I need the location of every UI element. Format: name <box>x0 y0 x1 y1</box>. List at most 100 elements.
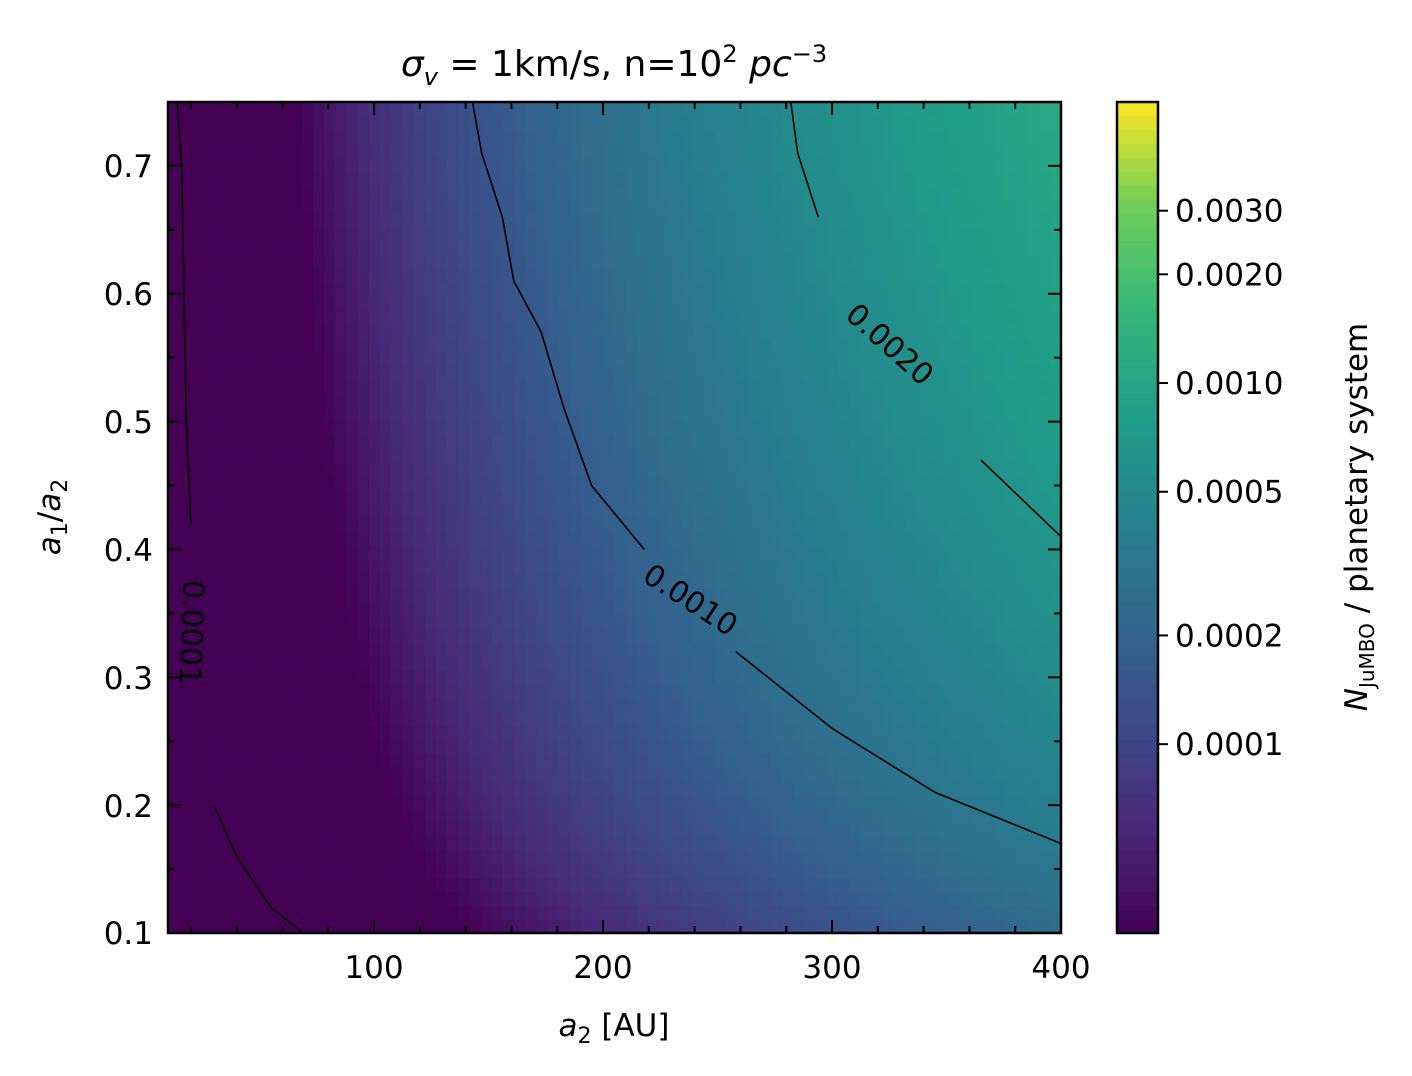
heatmap-cell <box>313 711 326 727</box>
heatmap-cell <box>435 115 448 131</box>
heatmap-cell <box>1049 282 1061 297</box>
heatmap-cell <box>636 489 649 505</box>
heatmap-cell <box>994 475 1006 491</box>
heatmap-cell <box>480 475 493 491</box>
heatmap-cell <box>837 392 850 408</box>
heatmap-cell <box>380 517 393 533</box>
heatmap-cell <box>659 545 672 560</box>
heatmap-cell <box>603 240 616 256</box>
heatmap-cell <box>569 559 582 574</box>
heatmap-cell <box>480 282 493 297</box>
heatmap-cell <box>848 766 861 782</box>
heatmap-cell <box>402 420 415 436</box>
heatmap-cell <box>324 323 337 339</box>
heatmap-cell <box>837 683 850 699</box>
y-tick-label-0.2: 0.2 <box>104 789 153 825</box>
heatmap-cell <box>1027 822 1040 837</box>
heatmap-cell <box>927 212 940 228</box>
heatmap-cell <box>413 434 426 450</box>
heatmap-cell <box>904 309 917 325</box>
heatmap-cell <box>893 711 906 727</box>
heatmap-cell <box>413 822 426 837</box>
heatmap-cell <box>927 185 940 200</box>
heatmap-cell <box>625 628 638 643</box>
heatmap-cell <box>815 642 828 657</box>
heatmap-cell <box>949 780 962 796</box>
heatmap-cell <box>368 656 381 671</box>
heatmap-cell <box>636 379 649 394</box>
heatmap-cell <box>257 614 270 630</box>
heatmap-cell <box>1005 877 1018 893</box>
heatmap-cell <box>737 475 750 491</box>
heatmap-cell <box>659 226 672 242</box>
heatmap-cell <box>168 420 180 436</box>
heatmap-cell <box>402 669 415 685</box>
heatmap-cell <box>837 642 850 657</box>
heatmap-cell <box>1005 822 1018 837</box>
heatmap-cell <box>949 351 962 366</box>
heatmap-cell <box>368 531 381 546</box>
heatmap-cell <box>234 877 247 893</box>
heatmap-cell <box>614 420 627 436</box>
heatmap-cell <box>726 697 739 713</box>
heatmap-cell <box>435 212 448 228</box>
heatmap-cell <box>848 628 861 643</box>
heatmap-cell <box>257 683 270 699</box>
heatmap-cell <box>703 503 716 519</box>
heatmap-cell <box>804 545 817 560</box>
heatmap-cell <box>960 572 973 588</box>
heatmap-cell <box>313 531 326 546</box>
heatmap-cell <box>536 572 549 588</box>
heatmap-cell <box>994 822 1006 837</box>
heatmap-cell <box>1005 503 1018 519</box>
heatmap-cell <box>1016 891 1029 907</box>
heatmap-cell <box>726 739 739 754</box>
heatmap-cell <box>647 420 660 436</box>
heatmap-cell <box>759 379 772 394</box>
contour-line-0.0010-1 <box>735 651 1061 845</box>
heatmap-cell <box>748 752 761 768</box>
heatmap-cell <box>480 614 493 630</box>
heatmap-cell <box>659 891 672 907</box>
heatmap-cell <box>781 102 794 117</box>
heatmap-cell <box>1038 836 1051 851</box>
heatmap-cell <box>525 129 538 145</box>
heatmap-cell <box>726 780 739 796</box>
heatmap-cell <box>603 379 616 394</box>
heatmap-cell <box>335 628 348 643</box>
heatmap-cell <box>893 171 906 186</box>
heatmap-cell <box>647 600 660 616</box>
heatmap-cell <box>636 323 649 339</box>
heatmap-cell <box>268 559 281 574</box>
heatmap-cell <box>268 739 281 754</box>
heatmap-cell <box>581 739 593 754</box>
heatmap-cell <box>592 295 605 311</box>
heatmap-cell <box>659 752 672 768</box>
heatmap-cell <box>770 503 783 519</box>
heatmap-cell <box>837 586 850 602</box>
heatmap-cell <box>190 379 203 394</box>
heatmap-cell <box>380 462 393 477</box>
heatmap-cell <box>893 254 906 269</box>
heatmap-cell <box>246 642 259 657</box>
heatmap-cell <box>915 669 928 685</box>
heatmap-cell <box>647 226 660 242</box>
heatmap-cell <box>938 448 951 463</box>
heatmap-cell <box>402 891 415 907</box>
heatmap-cell <box>882 517 895 533</box>
heatmap-cell <box>982 337 995 353</box>
heatmap-cell <box>324 462 337 477</box>
heatmap-cell <box>324 503 337 519</box>
heatmap-cell <box>1027 517 1040 533</box>
heatmap-cell <box>726 683 739 699</box>
heatmap-cell <box>904 503 917 519</box>
heatmap-cell <box>915 185 928 200</box>
heatmap-cell <box>190 475 203 491</box>
heatmap-cell <box>826 545 839 560</box>
heatmap-cell <box>848 683 861 699</box>
heatmap-cell <box>726 891 739 907</box>
heatmap-cell <box>636 295 649 311</box>
heatmap-cell <box>190 877 203 893</box>
heatmap-cell <box>234 752 247 768</box>
heatmap-cell <box>982 489 995 505</box>
